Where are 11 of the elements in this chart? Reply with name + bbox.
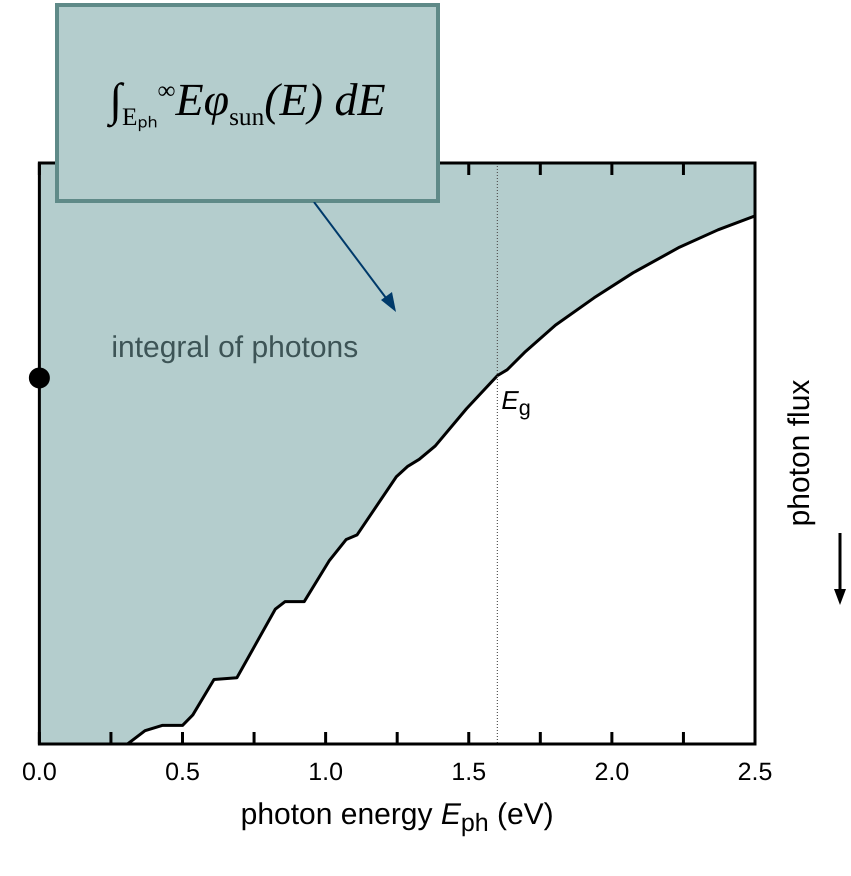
x-tick-label: 2.5 [738, 758, 772, 786]
ref-line-label: E$_{g}$ [501, 385, 531, 422]
x-tick-label: 0.0 [22, 758, 57, 786]
x-tick-label: 2.0 [594, 758, 630, 786]
x-tick-label: 0.5 [165, 758, 200, 786]
x-tick-label: 1.0 [308, 758, 344, 786]
annotation: integral of photons [111, 331, 358, 365]
y-axis-title: photon flux [783, 380, 817, 526]
x-axis-title: photon energy E$_{ph}$ (eV) [240, 798, 555, 838]
x-tick-label: 1.5 [451, 758, 486, 786]
formula-box: ∫$_{Eₚₕ}$$^{∞}$Eφ$_{sun}$(E) dE [55, 3, 440, 203]
